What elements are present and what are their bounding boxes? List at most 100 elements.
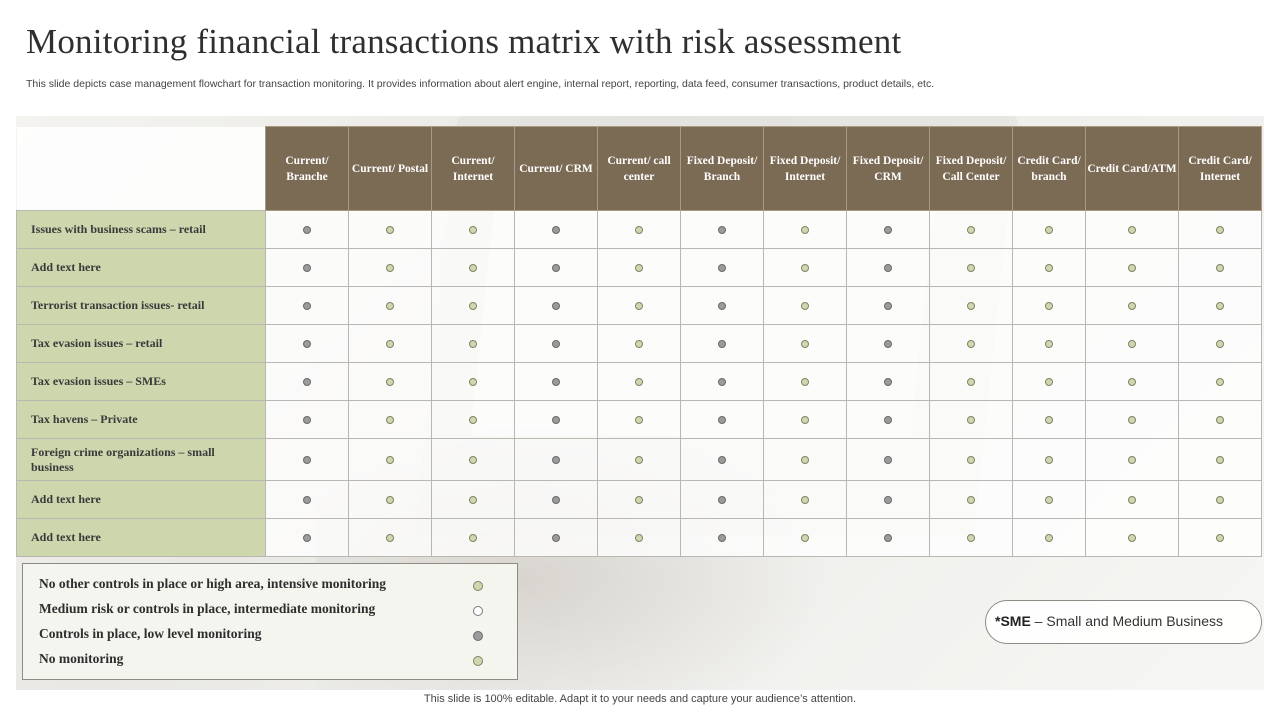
status-dot-icon: [469, 533, 477, 542]
matrix-cell: [514, 438, 598, 481]
matrix-cell: [514, 362, 598, 401]
status-dot-icon: [967, 225, 975, 234]
status-dot-icon: [469, 225, 477, 234]
status-dot-icon: [635, 301, 643, 310]
status-dot-icon: [801, 301, 809, 310]
status-dot-icon: [303, 495, 311, 504]
matrix-cell: [846, 248, 930, 287]
sme-note-prefix: *SME: [995, 613, 1031, 629]
matrix-cell: [1012, 362, 1086, 401]
matrix-cell: [1012, 438, 1086, 481]
matrix-cell: [431, 286, 515, 325]
status-dot-icon: [718, 339, 726, 348]
matrix-cell: [514, 480, 598, 519]
matrix-cell: [265, 286, 349, 325]
status-dot-icon: [1216, 455, 1224, 464]
status-dot-icon: [1128, 301, 1136, 310]
column-header: Fixed Deposit/ CRM: [846, 126, 930, 211]
matrix-cell: [1012, 400, 1086, 439]
matrix-cell: [1178, 518, 1262, 557]
column-header: Credit Card/ Internet: [1178, 126, 1262, 211]
matrix-cell: [1012, 248, 1086, 287]
status-dot-icon: [1045, 301, 1053, 310]
status-dot-icon: [303, 533, 311, 542]
legend-box: No other controls in place or high area,…: [22, 563, 518, 680]
row-label: Tax evasion issues – SMEs: [16, 362, 266, 401]
matrix-cell: [1085, 324, 1179, 363]
table-row: Terrorist transaction issues- retail: [16, 286, 1262, 325]
matrix-cell: [680, 210, 764, 249]
matrix-cell: [431, 400, 515, 439]
column-header: Fixed Deposit/ Branch: [680, 126, 764, 211]
status-dot-icon: [718, 415, 726, 424]
status-dot-icon: [801, 455, 809, 464]
row-label: Foreign crime organizations – small busi…: [16, 438, 266, 481]
page-title: Monitoring financial transactions matrix…: [26, 22, 902, 61]
column-header: Fixed Deposit/ Call Center: [929, 126, 1013, 211]
status-dot-icon: [801, 377, 809, 386]
matrix-cell: [680, 400, 764, 439]
status-dot-icon: [635, 495, 643, 504]
matrix-cell: [514, 400, 598, 439]
matrix-cell: [1178, 400, 1262, 439]
status-dot-icon: [469, 339, 477, 348]
column-header: Current/ Internet: [431, 126, 515, 211]
status-dot-icon: [1045, 339, 1053, 348]
row-label: Issues with business scams – retail: [16, 210, 266, 249]
status-dot-icon: [1128, 263, 1136, 272]
status-dot-icon: [386, 225, 394, 234]
status-dot-icon: [303, 225, 311, 234]
column-header: Current/ call center: [597, 126, 681, 211]
status-dot-icon: [303, 455, 311, 464]
risk-matrix-table: Current/ Branche Current/ Postal Current/ …: [16, 126, 1262, 557]
status-dot-icon: [303, 415, 311, 424]
matrix-cell: [846, 324, 930, 363]
matrix-cell: [680, 286, 764, 325]
matrix-cell: [597, 286, 681, 325]
matrix-cell: [265, 248, 349, 287]
status-dot-icon: [1216, 495, 1224, 504]
matrix-cell: [1012, 210, 1086, 249]
legend-dot-icon: [473, 631, 483, 641]
status-dot-icon: [801, 533, 809, 542]
matrix-cell: [431, 438, 515, 481]
column-header: Current/ CRM: [514, 126, 598, 211]
sme-note-text: – Small and Medium Business: [1030, 613, 1223, 629]
matrix-cell: [1085, 438, 1179, 481]
status-dot-icon: [469, 377, 477, 386]
matrix-cell: [1178, 480, 1262, 519]
matrix-cell: [763, 400, 847, 439]
status-dot-icon: [303, 377, 311, 386]
status-dot-icon: [386, 455, 394, 464]
matrix-cell: [680, 324, 764, 363]
status-dot-icon: [635, 225, 643, 234]
legend-dot-icon: [473, 656, 483, 666]
status-dot-icon: [1128, 225, 1136, 234]
status-dot-icon: [1045, 533, 1053, 542]
column-header: Credit Card/ branch: [1012, 126, 1086, 211]
matrix-cell: [265, 438, 349, 481]
matrix-cell: [763, 480, 847, 519]
matrix-cell: [1178, 438, 1262, 481]
status-dot-icon: [884, 415, 892, 424]
matrix-cell: [680, 480, 764, 519]
status-dot-icon: [1128, 533, 1136, 542]
status-dot-icon: [552, 263, 560, 272]
row-label: Tax havens – Private: [16, 400, 266, 439]
status-dot-icon: [386, 495, 394, 504]
status-dot-icon: [967, 495, 975, 504]
status-dot-icon: [1128, 339, 1136, 348]
row-label: Add text here: [16, 248, 266, 287]
matrix-cell: [846, 210, 930, 249]
matrix-cell: [846, 400, 930, 439]
status-dot-icon: [303, 339, 311, 348]
status-dot-icon: [1216, 377, 1224, 386]
status-dot-icon: [469, 263, 477, 272]
matrix-cell: [1012, 480, 1086, 519]
matrix-cell: [763, 286, 847, 325]
status-dot-icon: [1128, 495, 1136, 504]
status-dot-icon: [1216, 339, 1224, 348]
status-dot-icon: [1216, 301, 1224, 310]
matrix-cell: [929, 324, 1013, 363]
status-dot-icon: [386, 301, 394, 310]
